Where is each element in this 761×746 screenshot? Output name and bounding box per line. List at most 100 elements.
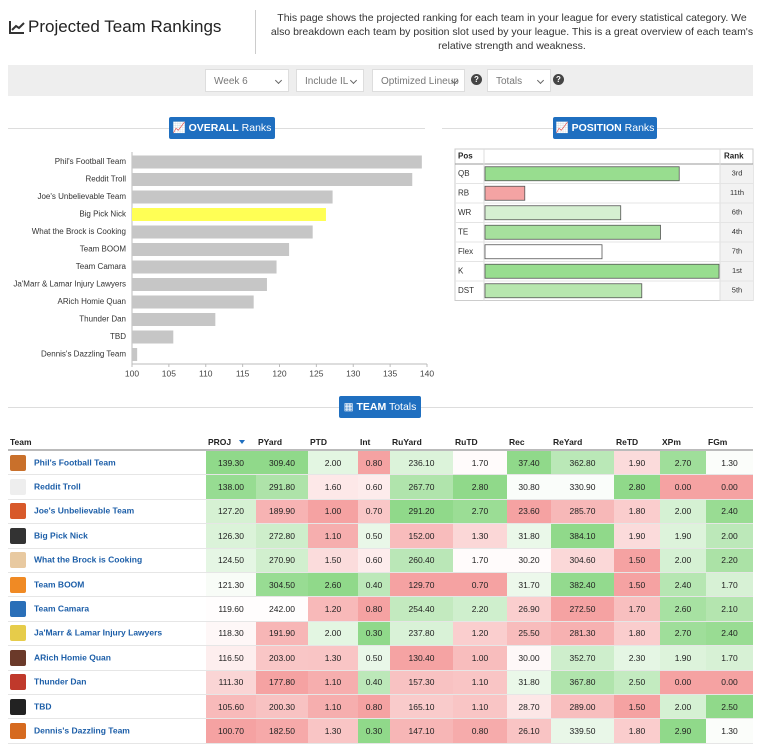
bar [484, 185, 526, 201]
week-select[interactable]: Week 6 [205, 69, 289, 92]
stat-cell: 129.70 [390, 572, 453, 598]
overall-button[interactable]: 📈 OVERALL Ranks [169, 117, 275, 139]
stat-cell: 1.30 [453, 523, 507, 549]
stat-cell: 2.70 [453, 499, 507, 525]
stat-cell: 339.50 [551, 718, 614, 744]
stat-cell: 1.50 [614, 548, 660, 573]
stat-cell: 165.10 [390, 694, 453, 720]
stat-cell: 0.80 [358, 450, 390, 476]
mode-select[interactable]: Totals [487, 69, 551, 92]
bar [132, 348, 138, 361]
x-tick-label: 105 [162, 368, 176, 378]
team-name[interactable]: Reddit Troll [34, 481, 81, 492]
stat-cell: 1.00 [453, 645, 507, 671]
team-name[interactable]: Big Pick Nick [34, 530, 88, 541]
rank-column [720, 164, 753, 301]
bar [484, 244, 603, 260]
stat-cell: 1.10 [453, 694, 507, 720]
stat-cell: 367.80 [551, 670, 614, 695]
stat-cell: 309.40 [256, 450, 308, 476]
x-tick-label: 110 [199, 368, 213, 378]
title-icon [9, 21, 25, 34]
stat-cell: 1.50 [614, 694, 660, 720]
stat-cell: 2.70 [660, 450, 706, 476]
team-cell: What the Brock is Cooking [8, 548, 206, 573]
team-icon [10, 576, 26, 593]
stat-cell: 31.80 [507, 523, 551, 549]
stat-cell: 1.20 [453, 621, 507, 647]
bar [132, 313, 216, 326]
team-button[interactable]: ▦ TEAM Totals [339, 396, 421, 418]
team-name[interactable]: TBD [34, 700, 52, 711]
column-header: Rec [507, 434, 551, 451]
stat-cell: 182.50 [256, 718, 308, 744]
stat-cell: 30.20 [507, 548, 551, 573]
team-row: Team BOOM 121.30 304.50 2.60 0.40 129.70 0.70 3… [8, 572, 753, 598]
stat-cell: 2.00 [706, 523, 753, 549]
stat-cell: 1.90 [660, 523, 706, 549]
team-name[interactable]: ARich Homie Quan [34, 652, 111, 663]
stat-cell: 1.30 [706, 450, 753, 476]
team-cell: Ja'Marr & Lamar Injury Lawyers [8, 621, 206, 647]
stat-cell: 0.00 [660, 474, 706, 500]
row-label: QB [458, 169, 470, 178]
stat-cell: 26.90 [507, 596, 551, 622]
stat-cell: 26.10 [507, 718, 551, 744]
team-name[interactable]: Phil's Football Team [34, 456, 116, 467]
stat-cell: 2.90 [660, 718, 706, 744]
stat-cell: 1.70 [706, 645, 753, 671]
stat-cell: 1.10 [308, 670, 358, 695]
stat-cell: 382.40 [551, 572, 614, 598]
team-cell: Thunder Dan [8, 670, 206, 695]
team-icon [10, 698, 26, 715]
y-tick-label: Big Pick Nick [79, 210, 127, 219]
stat-cell: 2.00 [660, 499, 706, 525]
stat-cell: 147.10 [390, 718, 453, 744]
stat-cell: 1.30 [706, 718, 753, 744]
position-button[interactable]: 📈 POSITION Ranks [553, 117, 657, 139]
stat-cell: 384.10 [551, 523, 614, 549]
team-name[interactable]: What the Brock is Cooking [34, 554, 143, 565]
stat-cell: 1.70 [614, 596, 660, 622]
value-label: 3rd [732, 169, 743, 178]
team-icon [10, 625, 26, 642]
stat-cell: 1.30 [308, 645, 358, 671]
stat-cell: 23.60 [507, 499, 551, 525]
team-name[interactable]: Team Camara [34, 603, 90, 614]
stat-cell: 1.10 [308, 694, 358, 720]
team-name[interactable]: Thunder Dan [34, 676, 87, 687]
team-row: Big Pick Nick 126.30 272.80 1.10 0.50 152.00 1… [8, 523, 753, 549]
team-name[interactable]: Joe's Unbelievable Team [34, 505, 135, 516]
stat-cell: 362.80 [551, 450, 614, 476]
include-select[interactable]: Include IL [296, 69, 364, 92]
stat-cell: 28.70 [507, 694, 551, 720]
y-tick-label: TBD [110, 332, 126, 341]
stat-cell: 189.90 [256, 499, 308, 525]
stat-cell: 1.00 [308, 499, 358, 525]
team-cell: Reddit Troll [8, 474, 206, 500]
help-icon[interactable]: ? [553, 74, 564, 85]
team-row: Ja'Marr & Lamar Injury Lawyers 118.30 191.… [8, 621, 753, 647]
stat-cell: 119.60 [206, 596, 256, 622]
team-name[interactable]: Team BOOM [34, 578, 85, 589]
stat-cell: 157.30 [390, 670, 453, 695]
lineup-select[interactable]: Optimized Lineup [372, 69, 465, 92]
stat-cell: 2.00 [660, 694, 706, 720]
y-tick-label: What the Brock is Cooking [32, 227, 126, 236]
team-icon [10, 649, 26, 666]
team-row: Thunder Dan 111.30 177.80 1.10 0.40 157.30 1.1… [8, 670, 753, 695]
stat-cell: 270.90 [256, 548, 308, 573]
help-icon[interactable]: ? [471, 74, 482, 85]
y-tick-label: Team Camara [76, 262, 127, 271]
sort-arrow [239, 440, 246, 445]
team-icon [10, 503, 26, 520]
stat-cell: 272.50 [551, 596, 614, 622]
stat-cell: 304.60 [551, 548, 614, 573]
bar [132, 173, 413, 186]
team-name[interactable]: Ja'Marr & Lamar Injury Lawyers [34, 627, 163, 638]
stat-cell: 139.30 [206, 450, 256, 476]
team-icon [10, 527, 26, 544]
stat-cell: 0.80 [358, 596, 390, 622]
x-tick-label: 115 [236, 368, 250, 378]
team-name[interactable]: Dennis's Dazzling Team [34, 725, 130, 736]
